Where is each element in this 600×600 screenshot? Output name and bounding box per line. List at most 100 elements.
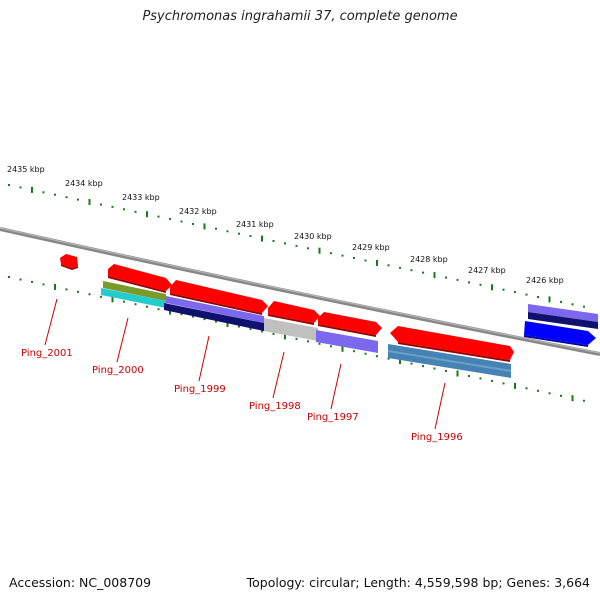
minor-tick [422,365,424,368]
gene-arrow-ping-1998[interactable] [268,301,320,325]
minor-tick [157,215,160,218]
gene-label-ping-1997[interactable]: Ping_1997 [307,412,359,423]
minor-tick [134,210,137,213]
minor-tick [491,379,493,382]
major-tick [261,235,263,242]
minor-tick [560,394,562,397]
minor-tick [330,252,332,255]
genome-backbone [0,227,600,356]
minor-tick [272,240,275,242]
minor-tick [65,196,68,199]
minor-tick [525,293,528,296]
ruler-label: 2426 kbp [526,276,564,285]
gene-label-ping-2001[interactable]: Ping_2001 [21,348,73,359]
minor-tick [445,370,447,372]
major-tick [54,283,56,290]
minor-tick [479,283,482,286]
minor-tick [157,308,160,311]
major-tick [376,259,378,266]
minor-tick [238,232,240,235]
gene-label-ping-1998[interactable]: Ping_1998 [249,401,301,412]
major-tick [341,345,344,352]
gene-arrow-ping-2001[interactable] [60,254,78,268]
minor-tick [19,186,22,189]
minor-tick [525,387,528,390]
minor-tick [42,191,45,194]
minor-tick [479,377,482,380]
minor-tick [261,330,263,333]
gene-arrow-ping-1996[interactable] [390,326,514,362]
minor-tick [583,399,585,402]
ruler-label: 2433 kbp [122,193,160,202]
major-tick [514,382,516,389]
major-tick [31,186,33,193]
callout-line-ping-1996 [434,382,446,430]
feature-track-ping-1997[interactable] [316,330,378,353]
minor-tick [284,242,286,245]
minor-tick [364,352,367,355]
minor-tick [146,305,148,308]
minor-tick [192,223,194,225]
minor-tick [537,389,539,392]
minor-tick [307,340,309,343]
minor-tick [445,276,447,279]
minor-tick [123,300,125,303]
major-tick [169,308,171,315]
minor-tick [203,318,206,321]
minor-tick [318,342,321,345]
minor-tick [307,247,309,250]
minor-tick [100,295,102,298]
minor-tick [548,392,551,395]
topology-text: Topology: circular; Length: 4,559,598 bp… [246,575,590,590]
callout-line-ping-1998 [272,351,285,399]
gene-label-ping-1999[interactable]: Ping_1999 [174,384,226,395]
gene-label-ping-1996[interactable]: Ping_1996 [411,432,463,443]
minor-tick [387,357,390,360]
minor-tick [111,205,114,208]
minor-tick [583,305,585,308]
minor-tick [272,332,275,335]
feature-track-ping-1998[interactable] [264,318,318,341]
minor-tick [77,290,79,293]
feature-track-ping-1996[interactable] [388,344,511,378]
gene-arrow-ping-1997[interactable] [318,312,382,337]
gene-callout-lines [44,298,446,430]
feature-track-ping-1999[interactable] [164,296,264,331]
gene-labels: Ping_2001 Ping_2000 Ping_1999 Ping_1998 … [21,348,463,443]
minor-tick [433,367,436,370]
minor-tick [410,362,413,365]
minor-tick [180,220,183,223]
minor-tick [376,355,378,358]
callout-line-ping-1999 [198,335,210,382]
callout-line-ping-2000 [116,317,129,363]
minor-tick [77,198,79,201]
feature-track-right[interactable] [528,304,598,329]
gene-arrow-blue-right[interactable] [524,321,596,347]
major-tick [491,284,493,291]
feature-track-ping-2000[interactable] [101,281,166,308]
ruler-label: 2431 kbp [236,220,274,229]
gene-arrow-ping-1999[interactable] [170,280,268,315]
map-title: Psychromonas ingrahamii 37, complete gen… [142,9,458,24]
minor-tick [330,345,332,348]
minor-tick [42,283,45,286]
ruler-label: 2429 kbp [352,243,390,252]
genome-backbone-highlight [0,227,600,354]
minor-tick [341,254,344,257]
gene-label-ping-2000[interactable]: Ping_2000 [92,365,144,376]
minor-tick [387,264,390,267]
callout-line-ping-1997 [330,363,342,410]
minor-tick [169,218,171,221]
minor-tick [249,235,252,238]
minor-tick [353,257,355,259]
minor-tick [215,320,217,323]
inner-tick-track [8,276,585,402]
minor-tick [456,278,459,281]
gene-arrow-ping-2000[interactable] [108,264,172,293]
major-tick [226,321,229,327]
ruler-label: 2435 kbp [7,165,45,174]
minor-tick [88,293,91,296]
major-tick [318,247,321,254]
ruler-label: 2427 kbp [468,266,506,275]
